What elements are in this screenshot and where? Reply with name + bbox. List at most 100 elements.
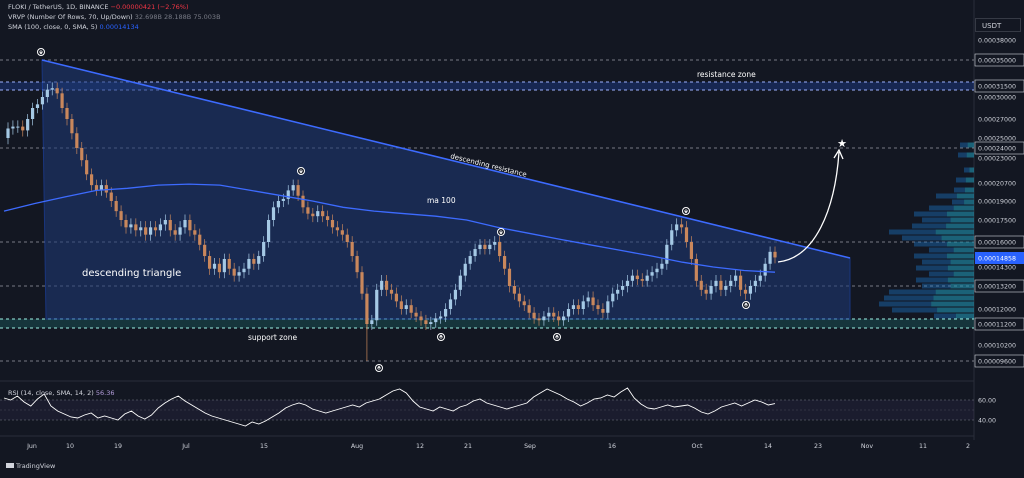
- volume-profile-bar: [954, 187, 974, 193]
- candle-body: [350, 242, 354, 257]
- time-tick-label: Oct: [692, 443, 703, 450]
- candle-body: [301, 195, 305, 208]
- time-tick-label: Sep: [524, 443, 536, 450]
- tradingview-brand[interactable]: TradingView: [6, 462, 55, 470]
- candle-body: [773, 251, 777, 258]
- rsi-tick-label: 40.00: [978, 418, 996, 425]
- candle-body: [630, 275, 635, 281]
- candle-body: [365, 293, 369, 324]
- candle-body: [670, 230, 674, 245]
- volume-profile-bar-up: [941, 235, 974, 241]
- candle-body: [655, 268, 659, 273]
- price-tick-label: 0.00010200: [978, 343, 1016, 350]
- projection-arrow: [777, 151, 840, 263]
- candle-body: [316, 211, 320, 217]
- candle-body: [424, 320, 428, 324]
- candle-body: [620, 286, 625, 290]
- price-tick-label: 0.00009600: [978, 359, 1016, 366]
- candle-body: [576, 305, 580, 309]
- volume-profile-bar-up: [953, 205, 974, 211]
- candle-body: [753, 280, 757, 286]
- candle-body: [448, 299, 453, 309]
- price-tick-box: [974, 235, 1024, 249]
- rsi-band: [0, 400, 974, 420]
- candle-body: [40, 97, 45, 105]
- candle-body: [119, 211, 123, 220]
- candle-body: [724, 286, 728, 290]
- rsi-label: RSI (14, close, SMA, 14, 2): [8, 389, 94, 397]
- candle-body: [16, 126, 20, 128]
- volume-profile-bar: [902, 235, 974, 241]
- candle-body: [306, 207, 310, 214]
- candle-body: [129, 224, 133, 228]
- volume-profile-bar-up: [950, 259, 974, 265]
- candle-body: [679, 224, 684, 228]
- candle-body: [6, 128, 10, 138]
- time-tick-label: 21: [464, 443, 472, 450]
- candle-body: [207, 256, 212, 269]
- candle-body: [193, 230, 197, 235]
- volume-profile-bar-up: [937, 307, 974, 313]
- candle-body: [443, 309, 448, 317]
- vrvp-legend[interactable]: VRVP (Number Of Rows, 70, Up/Down) 32.69…: [8, 13, 221, 21]
- volume-profile-bar-up: [933, 295, 974, 301]
- marker-circle-arrow-icon: [499, 230, 503, 235]
- candle-body: [266, 220, 271, 242]
- candle-body: [296, 185, 300, 196]
- support-zone-label: support zone: [248, 333, 297, 342]
- volume-profile-bar: [922, 217, 974, 223]
- candle-body: [114, 201, 118, 212]
- candle-body: [158, 224, 163, 231]
- volume-profile-bar: [914, 211, 974, 217]
- volume-profile-bar-up: [950, 283, 974, 289]
- volume-profile-bar-up: [956, 313, 974, 319]
- rsi-legend[interactable]: RSI (14, close, SMA, 14, 2) 56.36: [8, 389, 115, 397]
- volume-profile-bar-up: [947, 253, 974, 259]
- candle-body: [542, 316, 546, 321]
- candle-body: [257, 256, 261, 264]
- candle-body: [94, 185, 99, 191]
- candle-body: [139, 227, 143, 231]
- price-tick-label: 0.00011200: [978, 322, 1016, 329]
- candle-body: [168, 220, 172, 231]
- currency-button[interactable]: USDT: [975, 18, 1021, 32]
- candle-body: [124, 220, 128, 228]
- volume-profile-bar-up: [950, 217, 974, 223]
- candle-body: [237, 272, 241, 276]
- rsi-line: [3, 387, 776, 427]
- candle-body: [104, 185, 108, 193]
- candle-body: [591, 297, 595, 306]
- price-tick-box: [974, 354, 1024, 368]
- candle-body: [561, 316, 566, 321]
- candle-body: [227, 258, 231, 269]
- candle-body: [650, 272, 654, 276]
- candle-body: [463, 263, 467, 276]
- price-tick-box: [974, 79, 1024, 93]
- price-tick-box: [974, 279, 1024, 293]
- time-tick-label: 23: [814, 443, 822, 450]
- candle-body: [355, 256, 359, 273]
- candle-body: [699, 280, 703, 290]
- candle-body: [729, 280, 733, 286]
- candle-body: [252, 258, 256, 264]
- candle-body: [458, 275, 462, 290]
- volume-profile-bar-up: [935, 229, 974, 235]
- candle-body: [586, 297, 590, 302]
- price-tick-label: 0.00035000: [978, 58, 1016, 65]
- rsi-pane: [0, 382, 974, 434]
- marker-top-circle-arrow-icon: [39, 50, 43, 55]
- volume-profile-bar: [916, 277, 974, 283]
- candle-body: [434, 318, 438, 323]
- candle-body: [571, 305, 576, 309]
- sma-legend[interactable]: SMA (100, close, 0, SMA, 5) 0.00014134: [8, 23, 139, 31]
- volume-profile-bar-up: [967, 142, 974, 148]
- volume-profile-bar: [956, 177, 974, 183]
- volume-profile-bar: [892, 307, 974, 313]
- volume-profile-bar: [912, 223, 974, 229]
- volume-profile-bar-up: [956, 193, 974, 199]
- volume-profile-bar: [952, 199, 974, 205]
- candle-body: [719, 280, 723, 290]
- marker-circle-arrow-icon: [684, 209, 688, 214]
- volume-profile-bar-up: [947, 241, 974, 247]
